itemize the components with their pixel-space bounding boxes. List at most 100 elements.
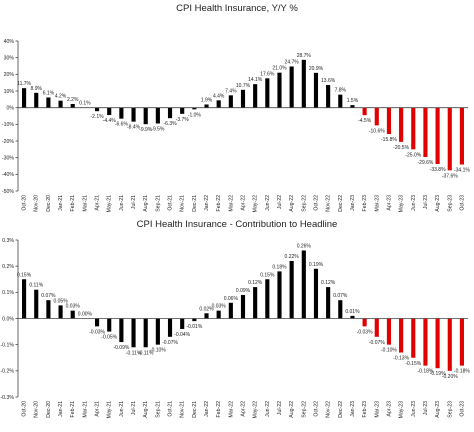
data-label: 0.18% <box>272 264 287 270</box>
data-label: -0.18% <box>454 369 470 375</box>
data-label: -0.11% <box>126 350 142 356</box>
data-label: 28.7% <box>297 53 312 59</box>
data-label: -0.07% <box>162 340 178 346</box>
data-label: -9.9% <box>139 127 153 133</box>
data-label: -10.6% <box>369 128 385 134</box>
x-tick-label: Mar-22 <box>228 401 234 418</box>
y-tick-label: 0.3% <box>2 238 14 244</box>
x-tick-label: Dec-21 <box>192 195 198 212</box>
bar-aug-22 <box>289 260 294 319</box>
chart-title: CPI Health Insurance - Contribution to H… <box>137 219 338 230</box>
x-tick-label: Aug-21 <box>143 195 149 212</box>
bar-aug-22 <box>289 66 294 108</box>
data-label: 1.9% <box>201 98 213 104</box>
bar-jan-23 <box>350 315 355 319</box>
bar-oct-20 <box>22 88 27 108</box>
x-tick-label: May-22 <box>253 195 259 212</box>
bar-may-23 <box>399 107 404 142</box>
bar-apr-22 <box>240 89 246 108</box>
data-label: 0.07% <box>41 293 56 299</box>
bar-may-21 <box>107 318 112 332</box>
data-label: 7.8% <box>335 88 347 94</box>
x-tick-label: Sep-22 <box>301 195 307 212</box>
bar-jan-23 <box>350 105 355 108</box>
bar-may-22 <box>253 287 258 319</box>
x-tick-label: Mar-21 <box>82 401 88 418</box>
bar-jul-23 <box>423 107 428 157</box>
bar-jun-22 <box>265 279 270 319</box>
x-tick-label: Jun-22 <box>265 195 271 211</box>
x-tick-label: Jan-22 <box>204 401 210 417</box>
bar-nov-21 <box>180 318 185 329</box>
bar-sep-22 <box>301 250 306 319</box>
bar-jun-22 <box>265 78 270 108</box>
data-label: -29.6% <box>418 160 434 166</box>
data-label: 10.7% <box>236 83 251 89</box>
y-tick-label: -30% <box>2 155 14 161</box>
bar-apr-23 <box>386 107 392 134</box>
x-tick-label: Nov-21 <box>180 195 186 212</box>
data-label: -0.03% <box>89 329 105 335</box>
bar-dec-20 <box>46 300 51 319</box>
data-label: -0.11% <box>138 350 154 356</box>
y-tick-label: -50% <box>2 189 14 195</box>
x-tick-label: Sep-22 <box>301 401 307 418</box>
data-label: -1.0% <box>188 112 202 118</box>
x-tick-label: Jul-23 <box>423 401 429 415</box>
bar-feb-21 <box>70 310 75 319</box>
x-tick-label: Jul-21 <box>131 195 137 209</box>
data-label: -0.18% <box>418 369 434 375</box>
x-tick-label: Jul-21 <box>131 401 137 415</box>
data-label: -0.13% <box>393 356 409 362</box>
data-label: -20.5% <box>393 145 409 151</box>
data-label: 2.2% <box>67 97 79 103</box>
x-tick-label: Jul-22 <box>277 401 283 415</box>
bar-jul-21 <box>131 107 136 122</box>
bar-jan-21 <box>58 100 63 108</box>
x-tick-label: Jun-23 <box>411 401 417 417</box>
x-tick-label: Mar-22 <box>228 195 234 212</box>
y-tick-label: -20% <box>2 139 14 145</box>
data-label: 0.03% <box>212 304 227 310</box>
data-label: 0.22% <box>285 254 300 260</box>
bar-mar-22 <box>228 95 233 108</box>
x-tick-label: Oct-23 <box>459 401 465 417</box>
y-tick-label: -10% <box>2 122 14 128</box>
x-tick-label: Oct-22 <box>313 401 319 417</box>
bar-dec-21 <box>192 107 197 110</box>
y-tick-label: 0.0% <box>2 316 14 322</box>
data-label: 0.19% <box>309 262 324 268</box>
y-tick-label: 10% <box>4 89 15 95</box>
x-tick-label: Dec-21 <box>192 401 198 418</box>
x-tick-label: Jan-22 <box>204 195 210 211</box>
bar-oct-21 <box>167 107 173 119</box>
x-tick-label: Oct-23 <box>459 195 465 211</box>
x-tick-label: Oct-21 <box>168 195 174 211</box>
chart-title: CPI Health Insurance, Y/Y % <box>176 3 298 14</box>
bar-aug-21 <box>143 318 148 348</box>
bar-may-21 <box>107 107 112 115</box>
data-label: -0.03% <box>357 329 373 335</box>
bar-sep-23 <box>447 107 452 171</box>
data-label: 24.7% <box>285 60 300 66</box>
bar-oct-23 <box>459 107 464 165</box>
data-label: -0.10% <box>150 348 166 354</box>
y-tick-label: -0.1% <box>0 342 14 348</box>
data-label: -15.8% <box>381 137 397 143</box>
data-label: -8.4% <box>127 125 141 131</box>
data-label: 0.03% <box>66 304 81 310</box>
bar-oct-20 <box>22 279 27 319</box>
x-tick-label: Sep-21 <box>155 195 161 212</box>
x-tick-label: Feb-21 <box>70 401 76 418</box>
x-tick-label: May-23 <box>399 195 405 212</box>
bar-feb-23 <box>362 107 367 116</box>
data-label: -0.07% <box>369 340 385 346</box>
x-tick-label: May-21 <box>107 401 113 418</box>
x-tick-label: Oct-20 <box>22 401 28 417</box>
x-tick-label: Jun-22 <box>265 401 271 417</box>
bar-sep-23 <box>447 318 452 371</box>
data-label: 0.00% <box>78 312 93 318</box>
data-label: -0.01% <box>186 324 202 330</box>
bar-aug-23 <box>435 107 440 164</box>
